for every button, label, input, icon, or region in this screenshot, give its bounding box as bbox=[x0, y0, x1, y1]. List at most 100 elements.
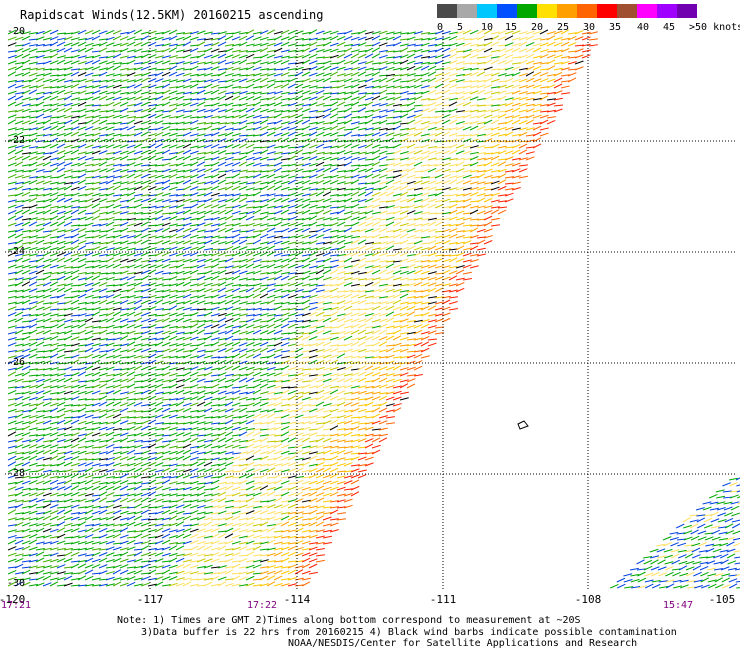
wind-barb bbox=[294, 119, 304, 125]
wind-barb bbox=[196, 319, 206, 323]
wind-barb bbox=[56, 215, 66, 221]
wind-barb bbox=[252, 318, 262, 323]
wind-barb bbox=[252, 348, 262, 353]
wind-barb bbox=[483, 77, 493, 83]
wind-barb bbox=[224, 318, 234, 323]
wind-barb bbox=[413, 137, 423, 143]
wind-barb bbox=[35, 464, 45, 467]
wind-barb bbox=[280, 312, 290, 317]
wind-barb bbox=[329, 311, 339, 317]
wind-barb bbox=[266, 164, 277, 167]
wind-barb bbox=[154, 174, 164, 179]
wind-barb bbox=[266, 217, 276, 221]
wind-barb bbox=[427, 32, 438, 35]
wind-barb bbox=[245, 107, 255, 113]
wind-barb bbox=[119, 391, 129, 395]
wind-barb bbox=[231, 104, 241, 107]
wind-barb bbox=[217, 323, 227, 329]
wind-barb bbox=[343, 53, 353, 59]
wind-barb bbox=[42, 115, 52, 119]
wind-barb bbox=[147, 443, 157, 449]
wind-barb bbox=[63, 366, 73, 371]
wind-barb bbox=[483, 127, 493, 131]
wind-barb bbox=[105, 324, 115, 329]
wind-barb bbox=[259, 451, 269, 455]
wind-barb bbox=[98, 463, 108, 467]
wind-barb bbox=[259, 347, 269, 353]
wind-barb bbox=[315, 311, 325, 317]
wind-barb bbox=[119, 437, 129, 443]
wind-barb bbox=[455, 161, 465, 167]
wind-barb bbox=[182, 155, 192, 161]
wind-barb bbox=[371, 444, 381, 449]
wind-barb bbox=[497, 168, 507, 173]
wind-barb bbox=[42, 198, 52, 203]
wind-barb bbox=[224, 383, 234, 389]
wind-barb bbox=[77, 67, 87, 71]
wind-barb bbox=[392, 288, 402, 293]
wind-barb bbox=[119, 107, 129, 113]
wind-barb bbox=[42, 192, 52, 197]
wind-barb bbox=[294, 437, 304, 443]
wind-barb bbox=[28, 246, 38, 251]
wind-barb bbox=[469, 209, 479, 215]
wind-barb bbox=[147, 277, 157, 281]
wind-barb bbox=[35, 269, 45, 275]
wind-barb bbox=[392, 228, 402, 233]
wind-barb bbox=[140, 145, 150, 149]
wind-barb bbox=[259, 84, 269, 89]
wind-barb bbox=[126, 337, 136, 341]
wind-barb bbox=[161, 110, 171, 113]
wind-barb bbox=[203, 109, 213, 113]
wind-barb bbox=[7, 101, 17, 107]
wind-barb bbox=[98, 395, 108, 401]
wind-barb bbox=[357, 294, 367, 299]
wind-barb bbox=[357, 438, 367, 443]
wind-barb bbox=[252, 270, 262, 275]
wind-barb bbox=[133, 355, 143, 359]
wind-barb bbox=[385, 158, 396, 161]
wind-barb bbox=[455, 210, 465, 215]
wind-barb bbox=[371, 403, 381, 407]
wind-barb bbox=[217, 161, 227, 167]
wind-barb bbox=[49, 385, 59, 389]
scale-swatch bbox=[617, 4, 637, 18]
wind-barb bbox=[448, 127, 458, 131]
wind-barb bbox=[84, 287, 94, 293]
wind-barb bbox=[329, 229, 339, 233]
wind-barb bbox=[168, 86, 178, 89]
wind-barb bbox=[168, 271, 178, 275]
wind-barb bbox=[182, 463, 192, 467]
wind-barb bbox=[175, 422, 186, 425]
wind-barb bbox=[49, 167, 59, 173]
wind-barb bbox=[203, 144, 213, 149]
wind-barb bbox=[392, 293, 402, 299]
wind-barb bbox=[203, 115, 213, 119]
wind-barb bbox=[28, 85, 38, 89]
wind-barb bbox=[427, 145, 437, 149]
wind-barb bbox=[280, 36, 290, 41]
wind-barb bbox=[406, 143, 416, 149]
wind-barb bbox=[175, 134, 185, 137]
wind-barb bbox=[322, 132, 332, 137]
wind-barb bbox=[133, 73, 143, 77]
wind-barb bbox=[182, 415, 192, 419]
wind-barb bbox=[273, 126, 283, 131]
wind-barb bbox=[252, 56, 263, 59]
wind-barb bbox=[133, 181, 143, 185]
wind-barb bbox=[427, 107, 437, 113]
wind-barb bbox=[91, 390, 101, 395]
wind-barb bbox=[350, 235, 360, 239]
wind-barb bbox=[308, 221, 318, 227]
wind-barb bbox=[364, 78, 374, 83]
wind-barb bbox=[392, 31, 402, 35]
wind-barb bbox=[266, 323, 276, 329]
wind-barb bbox=[14, 402, 24, 407]
wind-barb bbox=[49, 116, 59, 119]
wind-barb bbox=[448, 72, 458, 77]
wind-barb bbox=[224, 206, 234, 209]
wind-barb bbox=[336, 462, 346, 467]
wind-barb bbox=[308, 126, 318, 131]
wind-barb bbox=[287, 163, 297, 167]
wind-barb bbox=[210, 78, 220, 83]
